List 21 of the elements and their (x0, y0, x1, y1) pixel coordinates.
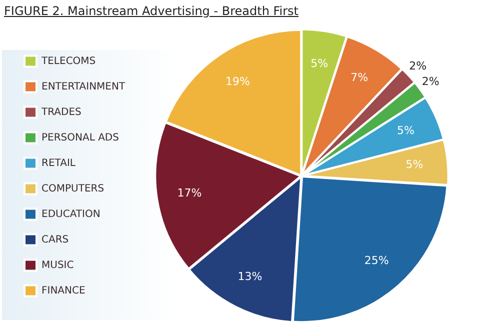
chart-title: FIGURE 2. Mainstream Advertising - Breadth First (4, 4, 299, 18)
data-label: 25% (364, 254, 389, 267)
data-label: 17% (177, 186, 202, 200)
legend-label: EDUCATION (42, 208, 100, 220)
legend-label: COMPUTERS (42, 183, 104, 194)
legend-label: TELECOMS (40, 56, 96, 67)
legend-label: CARS (42, 234, 69, 246)
legend-label: ENTERTAINMENT (42, 81, 126, 92)
legend-label: PERSONAL ADS (42, 132, 119, 144)
legend-label: RETAIL (42, 158, 76, 169)
data-label: 7% (350, 71, 368, 84)
data-label: 5% (406, 158, 424, 172)
data-label: 13% (238, 270, 262, 283)
legend-label: FINANCE (42, 285, 86, 296)
data-label: 5% (310, 56, 328, 70)
data-label: 5% (396, 124, 414, 137)
legend-label: MUSIC (42, 260, 74, 271)
data-label: 2% (422, 75, 440, 88)
data-label: 19% (226, 74, 250, 88)
legend-label: TRADES (40, 106, 82, 118)
data-label: 2% (409, 60, 427, 73)
